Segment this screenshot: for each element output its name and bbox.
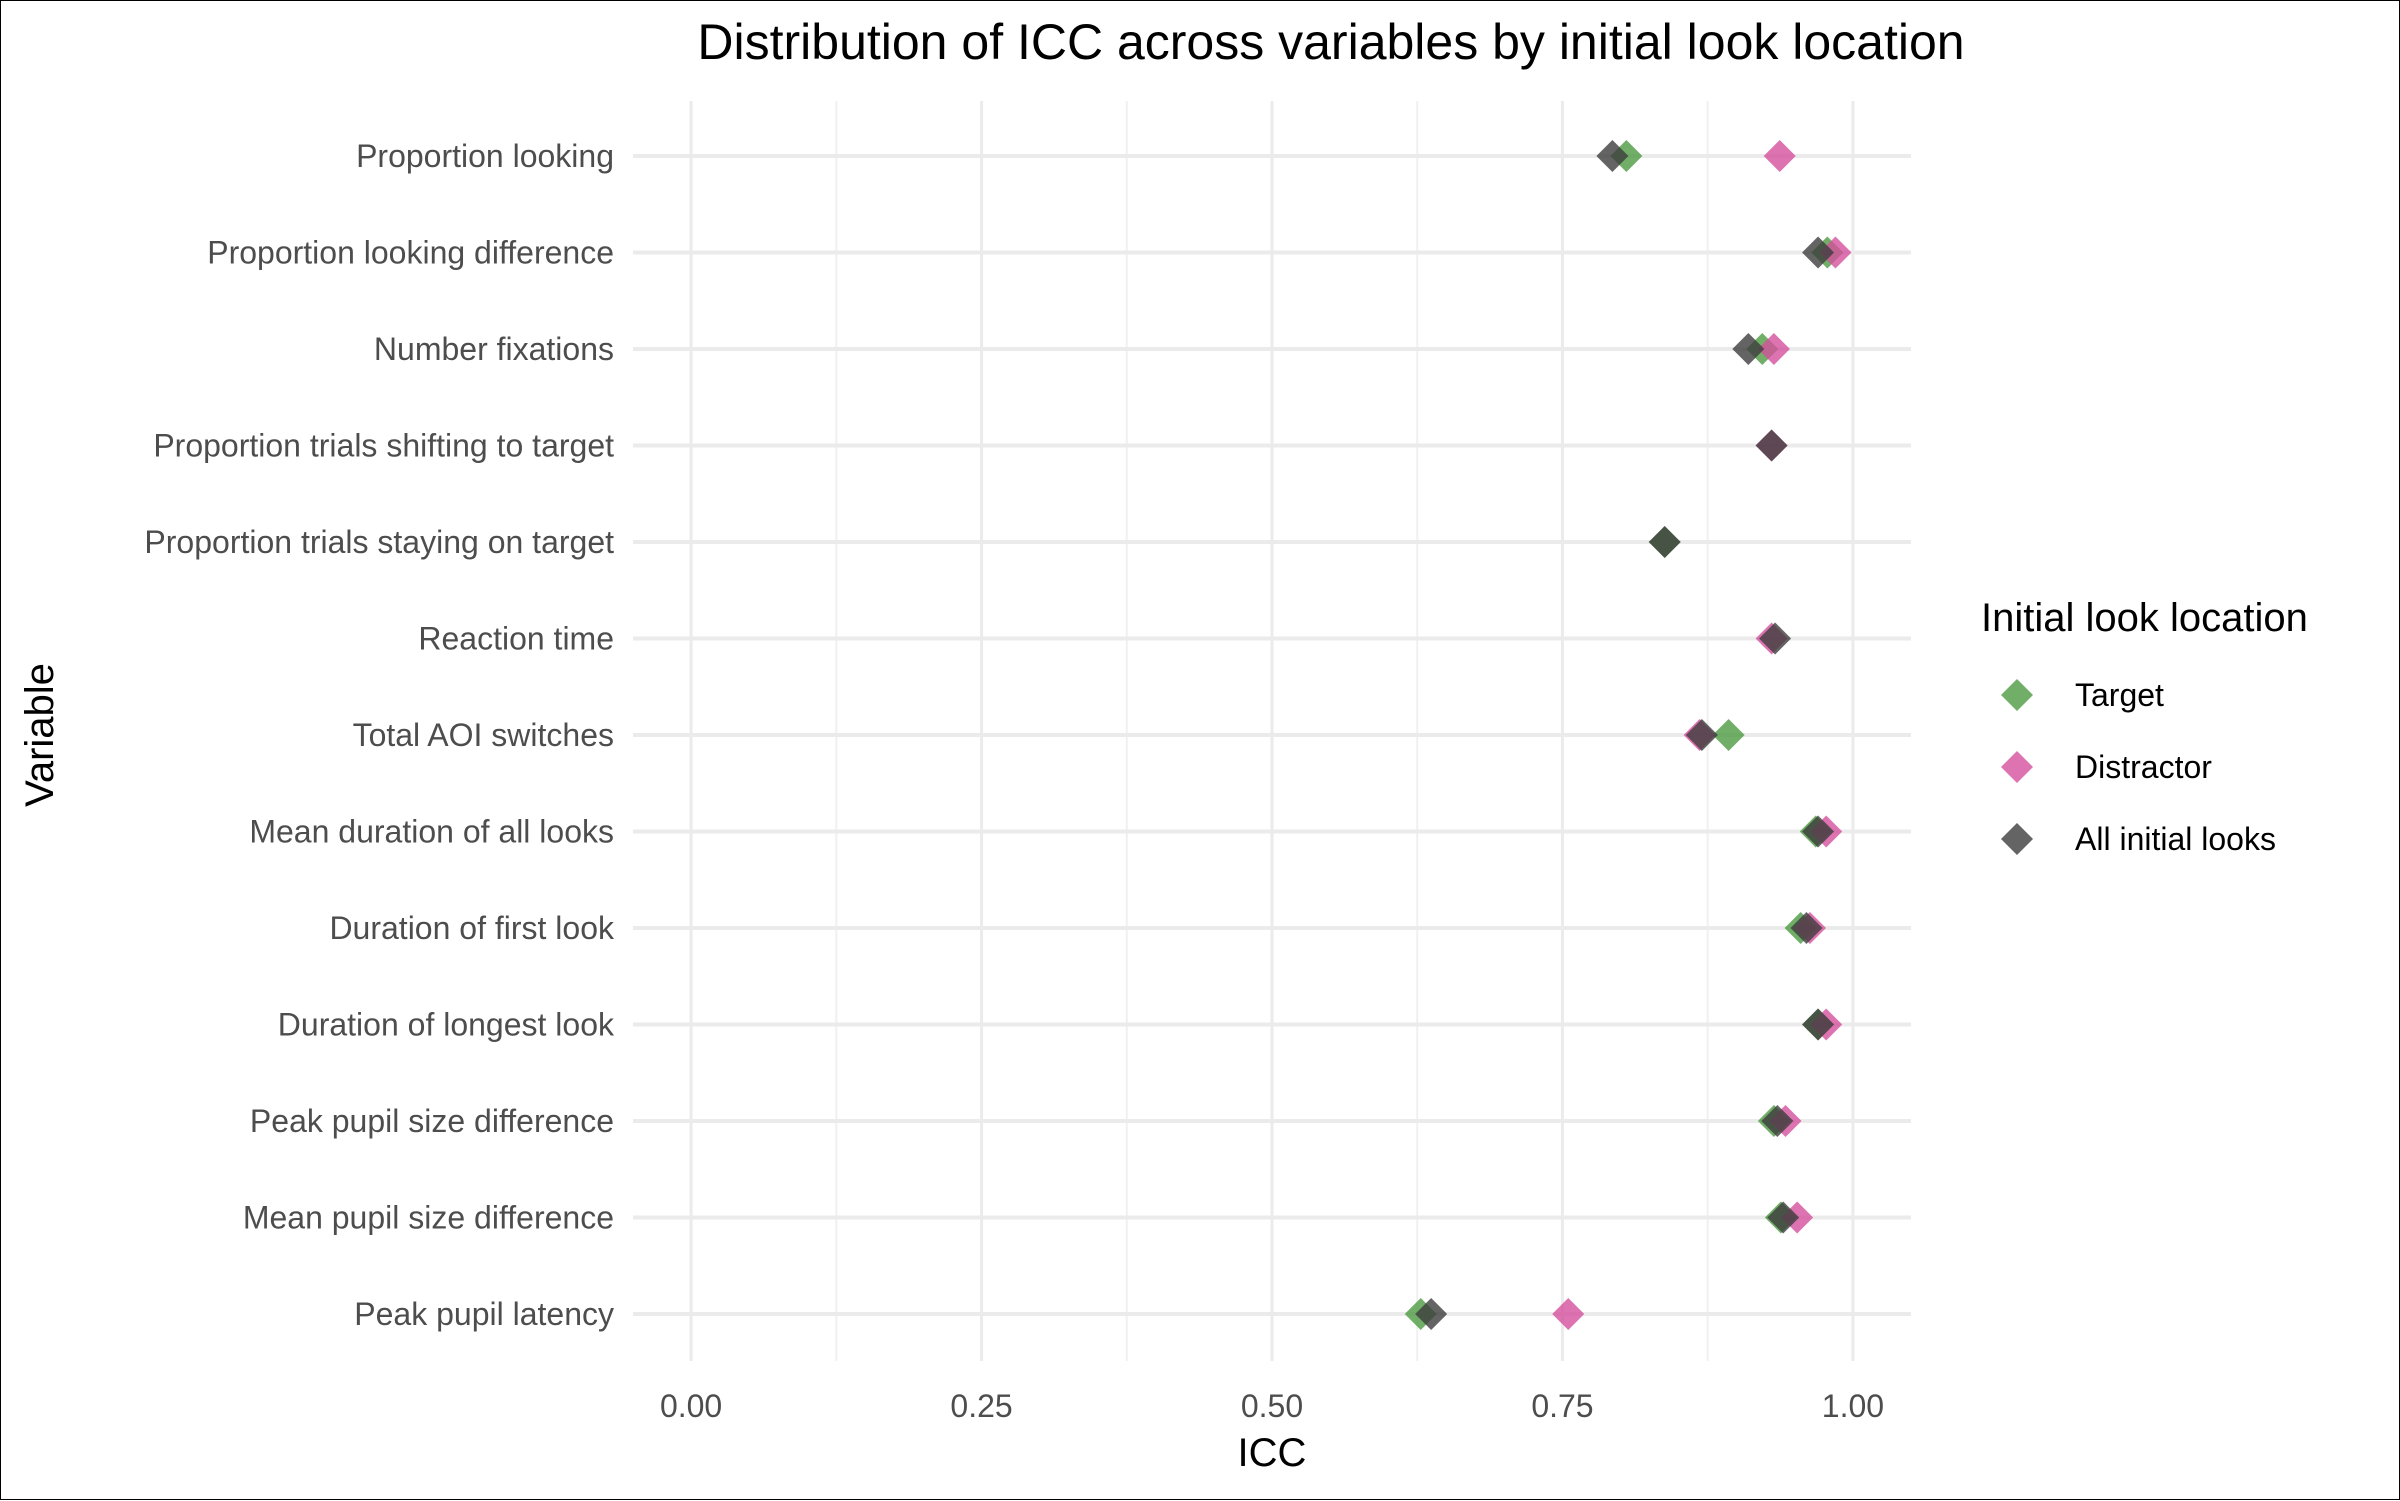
point-distractor [1757, 333, 1790, 365]
y-tick-label: Reaction time [418, 621, 614, 657]
x-tick-label: 1.00 [1822, 1388, 1884, 1424]
point-all-initial-looks [1596, 140, 1629, 172]
y-tick-label: Proportion looking [356, 138, 614, 174]
point-target [1712, 719, 1745, 751]
legend-key-target [2001, 679, 2033, 711]
legend-label-all-initial-looks: All initial looks [2075, 821, 2276, 857]
legend-label-target: Target [2075, 677, 2164, 713]
data-points [1404, 140, 1852, 1330]
x-tick-label: 0.00 [660, 1388, 722, 1424]
x-axis-title: ICC [1238, 1431, 1307, 1475]
point-all-initial-looks [1802, 236, 1835, 269]
point-all-initial-looks [1761, 1105, 1794, 1137]
y-tick-label: Total AOI switches [353, 717, 614, 753]
legend-key-distractor [2001, 751, 2033, 783]
y-tick-label: Duration of longest look [278, 1007, 615, 1043]
point-all-initial-looks [1648, 526, 1681, 558]
y-tick-label: Peak pupil size difference [250, 1103, 614, 1139]
y-tick-label: Duration of first look [329, 910, 615, 946]
y-tick-label: Proportion trials staying on target [144, 524, 614, 560]
y-tick-label: Peak pupil latency [354, 1296, 614, 1332]
point-distractor [1763, 140, 1796, 172]
y-tick-label: Proportion looking difference [207, 235, 614, 271]
y-tick-label: Number fixations [374, 331, 614, 367]
point-all-initial-looks [1802, 815, 1835, 848]
point-all-initial-looks [1732, 333, 1765, 365]
legend-title: Initial look location [1981, 596, 2308, 640]
x-axis-ticks: 0.00 0.25 0.50 0.75 1.00 [660, 1388, 1884, 1424]
x-tick-label: 0.50 [1241, 1388, 1303, 1424]
y-tick-label: Proportion trials shifting to target [153, 428, 614, 464]
point-distractor [1552, 1298, 1585, 1330]
x-tick-label: 0.75 [1531, 1388, 1593, 1424]
chart-title: Distribution of ICC across variables by … [697, 14, 1964, 70]
y-tick-label: Mean duration of all looks [249, 814, 614, 850]
point-all-initial-looks [1415, 1298, 1448, 1330]
point-all-initial-looks [1755, 429, 1788, 462]
y-tick-label: Mean pupil size difference [243, 1200, 614, 1236]
y-axis-ticks: Proportion looking Proportion looking dif… [144, 138, 615, 1332]
point-all-initial-looks [1790, 912, 1823, 944]
legend-key-all-initial-looks [2001, 823, 2033, 855]
point-all-initial-looks [1759, 622, 1792, 655]
point-distractor [1819, 236, 1852, 269]
x-tick-label: 0.25 [950, 1388, 1012, 1424]
point-all-initial-looks [1685, 719, 1718, 751]
grid [633, 101, 1911, 1361]
y-axis-title: Variable [18, 663, 62, 807]
point-all-initial-looks [1802, 1008, 1835, 1041]
point-all-initial-looks [1767, 1201, 1800, 1234]
legend: Initial look location Target Distractor Al… [1981, 596, 2308, 857]
legend-label-distractor: Distractor [2075, 749, 2212, 785]
